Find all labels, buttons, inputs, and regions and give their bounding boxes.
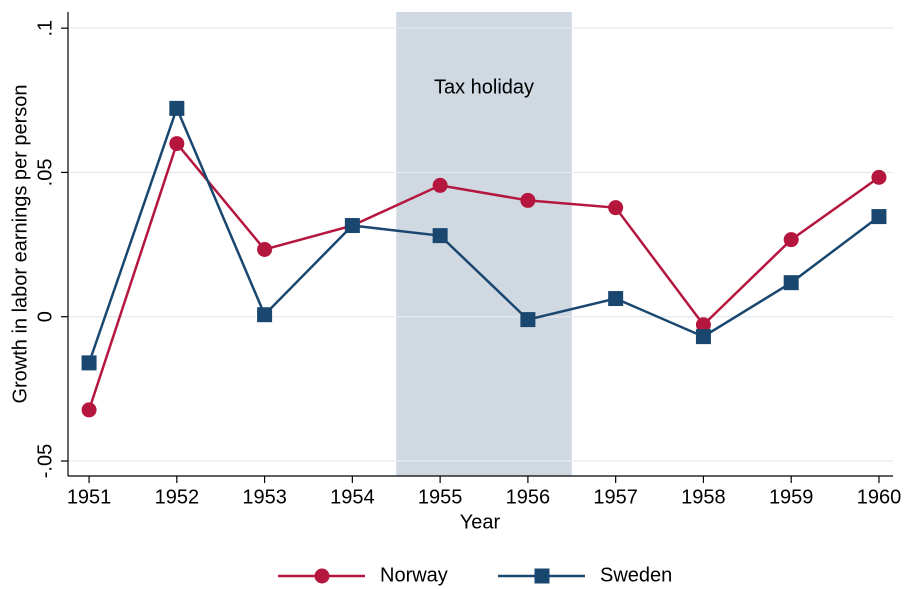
- annotation: Tax holiday: [434, 76, 534, 98]
- marker: [783, 275, 799, 291]
- y-axis-label: Growth in labor earnings per person: [9, 84, 31, 403]
- x-tick-label: 1952: [155, 486, 200, 508]
- marker: [257, 241, 273, 257]
- x-tick-label: 1958: [681, 486, 726, 508]
- marker: [695, 329, 711, 345]
- marker: [871, 209, 887, 225]
- marker: [783, 232, 799, 248]
- marker: [695, 317, 711, 333]
- x-tick-label: 1956: [506, 486, 551, 508]
- marker: [520, 192, 536, 208]
- marker: [169, 136, 185, 152]
- x-tick-label: 1955: [418, 486, 463, 508]
- y-tick-label: 0: [34, 311, 56, 322]
- x-tick-label: 1959: [769, 486, 814, 508]
- legend-marker: [534, 568, 550, 584]
- x-tick-label: 1960: [857, 486, 902, 508]
- y-tick-label: .1: [34, 20, 56, 37]
- marker: [257, 307, 273, 323]
- legend-marker: [314, 568, 330, 584]
- marker: [81, 355, 97, 371]
- marker: [432, 177, 448, 193]
- series-line: [87, 141, 880, 411]
- marker: [608, 200, 624, 216]
- x-axis-label: Year: [460, 511, 501, 533]
- x-tick-label: 1954: [330, 486, 375, 508]
- y-tick-label: .05: [34, 159, 56, 187]
- marker: [608, 291, 624, 307]
- x-tick-label: 1957: [593, 486, 638, 508]
- marker: [520, 312, 536, 328]
- marker: [344, 218, 360, 234]
- marker: [871, 169, 887, 185]
- y-tick-label: -.05: [34, 444, 56, 478]
- x-tick-label: 1953: [242, 486, 287, 508]
- shaded-region: [396, 12, 572, 476]
- marker: [169, 100, 185, 116]
- marker: [432, 228, 448, 244]
- legend-label: Sweden: [600, 564, 672, 586]
- marker: [81, 402, 97, 418]
- legend-label: Norway: [380, 564, 448, 586]
- x-tick-label: 1951: [67, 486, 112, 508]
- series-line: [87, 104, 880, 364]
